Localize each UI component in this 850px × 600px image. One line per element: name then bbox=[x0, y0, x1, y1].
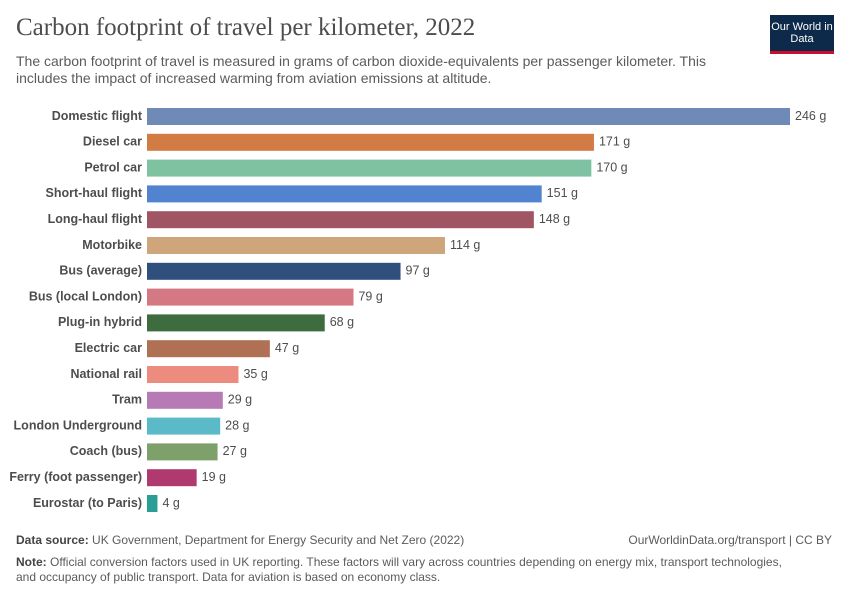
value-label: 114 g bbox=[450, 238, 480, 252]
source: Data source: UK Government, Department f… bbox=[16, 533, 464, 547]
value-label: 171 g bbox=[599, 135, 630, 149]
value-label: 47 g bbox=[275, 341, 299, 355]
category-label: Coach (bus) bbox=[70, 444, 142, 458]
note-label: Note: bbox=[16, 555, 47, 569]
category-label: Plug-in hybrid bbox=[58, 315, 142, 329]
bar bbox=[147, 495, 158, 512]
category-label: Petrol car bbox=[84, 160, 142, 174]
value-label: 19 g bbox=[202, 470, 226, 484]
value-label: 29 g bbox=[228, 393, 252, 407]
value-label: 27 g bbox=[223, 444, 247, 458]
chart-title: Carbon footprint of travel per kilometer… bbox=[16, 14, 476, 41]
category-label: Tram bbox=[112, 393, 142, 407]
value-label: 97 g bbox=[406, 264, 430, 278]
category-label: National rail bbox=[70, 367, 142, 381]
bar bbox=[147, 237, 445, 254]
value-label: 68 g bbox=[330, 315, 354, 329]
bar bbox=[147, 211, 534, 229]
logo[interactable]: Our World in Data bbox=[770, 15, 834, 54]
credit[interactable]: OurWorldinData.org/transport | CC BY bbox=[628, 533, 832, 547]
bar bbox=[147, 288, 354, 306]
note: Note: Official conversion factors used i… bbox=[16, 555, 796, 585]
category-label: Eurostar (to Paris) bbox=[33, 496, 142, 510]
value-label: 4 g bbox=[162, 496, 179, 510]
bar bbox=[147, 108, 790, 125]
bar bbox=[147, 314, 325, 332]
logo-text: Our World in Data bbox=[771, 21, 833, 45]
source-text: UK Government, Department for Energy Sec… bbox=[92, 533, 465, 547]
category-label: Bus (local London) bbox=[29, 289, 142, 303]
bar bbox=[147, 469, 197, 487]
category-label: London Underground bbox=[14, 418, 142, 432]
value-label: 35 g bbox=[243, 367, 267, 381]
value-label: 170 g bbox=[596, 160, 627, 174]
bar bbox=[147, 133, 594, 151]
bar bbox=[147, 391, 223, 409]
chart-subtitle: The carbon footprint of travel is measur… bbox=[16, 53, 706, 86]
chart: Domestic flight 246 g Diesel car 171 g Petro… bbox=[9, 108, 826, 512]
bar bbox=[147, 159, 592, 177]
note-text: Official conversion factors used in UK r… bbox=[16, 555, 782, 584]
category-label: Electric car bbox=[75, 341, 143, 355]
source-label: Data source: bbox=[16, 533, 89, 547]
category-label: Ferry (foot passenger) bbox=[9, 470, 142, 484]
category-label: Long-haul flight bbox=[48, 212, 143, 226]
value-label: 79 g bbox=[358, 289, 382, 303]
bar bbox=[147, 443, 218, 461]
value-label: 28 g bbox=[225, 418, 249, 432]
category-label: Motorbike bbox=[82, 238, 142, 252]
category-label: Bus (average) bbox=[59, 264, 142, 278]
bar bbox=[147, 366, 239, 383]
bar bbox=[147, 340, 270, 358]
value-label: 148 g bbox=[539, 212, 570, 226]
category-label: Diesel car bbox=[83, 135, 142, 149]
value-label: 246 g bbox=[795, 109, 826, 123]
value-label: 151 g bbox=[547, 186, 578, 200]
bar bbox=[147, 262, 401, 280]
bar bbox=[147, 417, 221, 435]
bar bbox=[147, 185, 542, 203]
category-label: Domestic flight bbox=[52, 109, 143, 123]
category-label: Short-haul flight bbox=[45, 186, 142, 200]
